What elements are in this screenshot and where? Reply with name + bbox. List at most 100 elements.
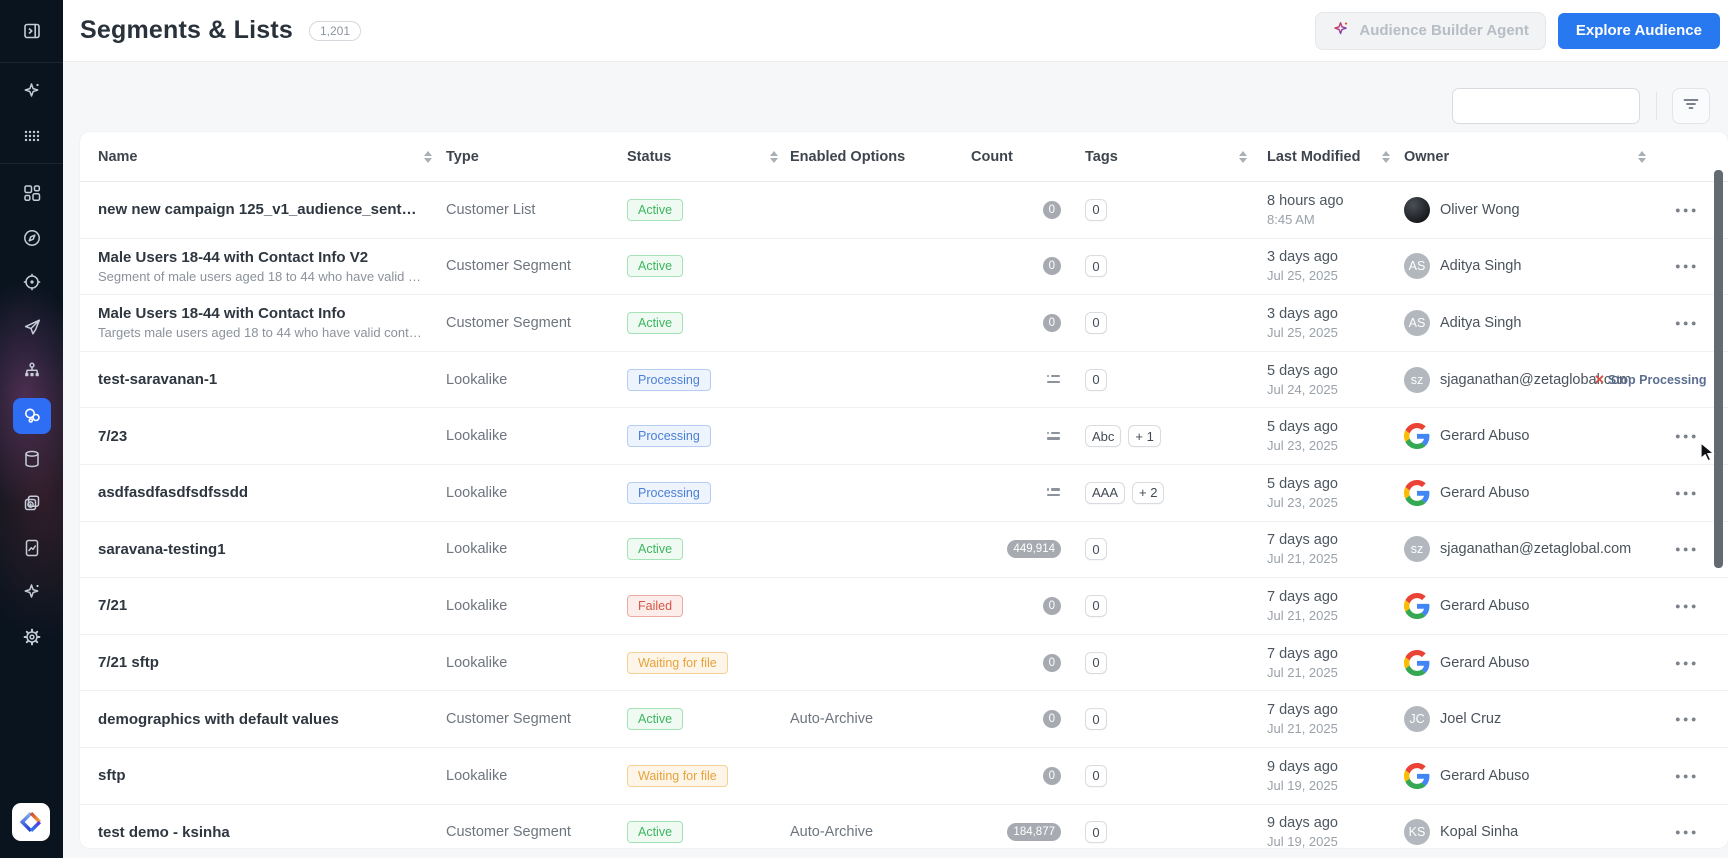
explore-audience-button[interactable]: Explore Audience bbox=[1557, 12, 1720, 49]
row-menu-button[interactable]: ●●● bbox=[1675, 600, 1699, 611]
total-count-badge: 1,201 bbox=[308, 20, 362, 41]
table-row[interactable]: 7/21 sftp Lookalike Waiting for file 0 0… bbox=[80, 635, 1728, 692]
sidebar-item-apps[interactable] bbox=[13, 118, 51, 154]
tags-cell: 0 bbox=[1061, 651, 1251, 674]
segment-name[interactable]: 7/21 sftp bbox=[98, 654, 159, 672]
sidebar-item-dashboard[interactable] bbox=[13, 175, 51, 211]
row-menu-button[interactable]: ●●● bbox=[1675, 261, 1699, 272]
segment-name[interactable]: demographics with default values bbox=[98, 710, 339, 728]
row-menu-button[interactable]: ●●● bbox=[1675, 431, 1699, 442]
table-row[interactable]: 7/21 Lookalike Failed 0 0 7 days ago Jul… bbox=[80, 578, 1728, 635]
segment-name[interactable]: Male Users 18-44 with Contact Info V2 bbox=[98, 248, 369, 266]
segment-name[interactable]: asdfasdfasdfsdfssdd bbox=[98, 484, 249, 502]
table-row[interactable]: new new campaign 125_v1_audience_sent_..… bbox=[80, 182, 1728, 239]
table-row[interactable]: Male Users 18-44 with Contact Info Targe… bbox=[80, 295, 1728, 352]
sidebar-toggle-button[interactable] bbox=[13, 13, 51, 49]
tag-chip: 0 bbox=[1085, 708, 1107, 731]
table-row[interactable]: sftp Lookalike Waiting for file 0 0 9 da… bbox=[80, 748, 1728, 805]
tags-cell: AAA + 2 bbox=[1061, 481, 1251, 504]
segment-name[interactable]: 7/21 bbox=[98, 597, 128, 615]
table-row[interactable]: test demo - ksinha Customer Segment Acti… bbox=[80, 805, 1728, 848]
sidebar-item-settings[interactable] bbox=[13, 619, 51, 655]
sidebar-item-data[interactable] bbox=[13, 441, 51, 477]
sidebar-item-campaigns[interactable] bbox=[13, 309, 51, 345]
modified-date: Jul 19, 2025 bbox=[1267, 834, 1338, 848]
column-header-status[interactable]: Status bbox=[627, 132, 790, 181]
status-badge: Processing bbox=[627, 481, 711, 504]
owner-avatar-initials: sz bbox=[1404, 536, 1430, 563]
segment-name[interactable]: 7/23 bbox=[98, 427, 128, 445]
search-box bbox=[1452, 88, 1640, 124]
segment-description: Targets male users aged 18 to 44 who hav… bbox=[98, 325, 444, 341]
row-menu-button[interactable]: ●●● bbox=[1675, 827, 1699, 838]
segment-name[interactable]: saravana-testing1 bbox=[98, 540, 226, 558]
modified-date: Jul 23, 2025 bbox=[1267, 438, 1338, 454]
owner-name: Gerard Abuso bbox=[1440, 654, 1530, 671]
segment-name[interactable]: sftp bbox=[98, 767, 126, 785]
sort-icon[interactable] bbox=[424, 150, 432, 163]
stop-processing-action[interactable]: ✕ Stop Processing bbox=[1594, 372, 1707, 388]
row-menu-button[interactable]: ●●● bbox=[1675, 204, 1699, 215]
row-menu-button[interactable]: ●●● bbox=[1675, 487, 1699, 498]
segment-name[interactable]: Male Users 18-44 with Contact Info bbox=[98, 305, 346, 323]
sort-icon[interactable] bbox=[1638, 150, 1646, 163]
owner-name: Gerard Abuso bbox=[1440, 428, 1530, 445]
toolbar-divider bbox=[1656, 92, 1657, 120]
filter-button[interactable] bbox=[1672, 88, 1710, 124]
status-badge: Active bbox=[627, 708, 684, 731]
sort-icon[interactable] bbox=[1239, 150, 1247, 163]
row-menu-button[interactable]: ●●● bbox=[1675, 317, 1699, 328]
sidebar-item-explore[interactable] bbox=[13, 220, 51, 256]
segment-name[interactable]: test-saravanan-1 bbox=[98, 371, 218, 389]
audience-builder-agent-button[interactable]: Audience Builder Agent bbox=[1315, 11, 1546, 50]
search-input[interactable] bbox=[1453, 89, 1639, 123]
segment-type: Customer Segment bbox=[446, 711, 571, 728]
table-row[interactable]: demographics with default values Custome… bbox=[80, 691, 1728, 748]
modified-relative: 3 days ago bbox=[1267, 305, 1338, 322]
apps-grid-icon bbox=[22, 126, 42, 146]
zeta-logo[interactable] bbox=[12, 803, 50, 841]
owner-name: Oliver Wong bbox=[1440, 201, 1520, 218]
sidebar-item-ai-tools[interactable] bbox=[13, 574, 51, 610]
tags-cell: 0 bbox=[1061, 368, 1251, 391]
segment-name[interactable]: new new campaign 125_v1_audience_sent_..… bbox=[98, 201, 423, 219]
column-header-modified[interactable]: Last Modified bbox=[1251, 132, 1396, 181]
row-menu-button[interactable]: ●●● bbox=[1675, 657, 1699, 668]
sidebar-item-journeys[interactable] bbox=[13, 353, 51, 389]
table-row[interactable]: test-saravanan-1 Lookalike Processing 0 … bbox=[80, 352, 1728, 409]
table-row[interactable]: saravana-testing1 Lookalike Active 449,9… bbox=[80, 522, 1728, 579]
sidebar-item-history[interactable] bbox=[13, 485, 51, 521]
tags-cell: 0 bbox=[1061, 594, 1251, 617]
table-row[interactable]: asdfasdfasdfsdfssdd Lookalike Processing… bbox=[80, 465, 1728, 522]
modified-date: Jul 25, 2025 bbox=[1267, 324, 1338, 340]
segment-type: Customer Segment bbox=[446, 258, 571, 275]
tag-chip: 0 bbox=[1085, 255, 1107, 278]
status-badge: Waiting for file bbox=[627, 764, 728, 787]
vertical-scrollbar-thumb[interactable] bbox=[1714, 170, 1723, 568]
column-label: Tags bbox=[1085, 148, 1118, 165]
row-menu-button[interactable]: ●●● bbox=[1675, 544, 1699, 555]
table-row[interactable]: 7/23 Lookalike Processing Abc + 1 5 days … bbox=[80, 408, 1728, 465]
row-menu-button[interactable]: ●●● bbox=[1675, 770, 1699, 781]
segment-name[interactable]: test demo - ksinha bbox=[98, 823, 230, 841]
sort-icon[interactable] bbox=[1382, 150, 1390, 163]
table-row[interactable]: Male Users 18-44 with Contact Info V2 Se… bbox=[80, 239, 1728, 296]
compass-icon bbox=[22, 228, 42, 248]
column-label: Enabled Options bbox=[790, 148, 906, 165]
column-header-owner[interactable]: Owner bbox=[1396, 132, 1646, 181]
sidebar-item-ai-assistant[interactable] bbox=[13, 73, 51, 109]
report-icon bbox=[22, 538, 42, 558]
column-header-tags[interactable]: Tags bbox=[1061, 132, 1251, 181]
sidebar-item-targeting[interactable] bbox=[13, 264, 51, 300]
sort-icon[interactable] bbox=[770, 150, 778, 163]
enabled-options: Auto-Archive bbox=[790, 711, 874, 728]
segment-type: Customer Segment bbox=[446, 314, 571, 331]
column-header-name[interactable]: Name bbox=[98, 132, 446, 181]
segment-type: Lookalike bbox=[446, 371, 508, 388]
row-menu-button[interactable]: ●●● bbox=[1675, 714, 1699, 725]
agent-button-label: Audience Builder Agent bbox=[1359, 22, 1529, 39]
segment-type: Customer Segment bbox=[446, 824, 571, 841]
status-badge: Active bbox=[627, 255, 684, 278]
sidebar-item-reports[interactable] bbox=[13, 530, 51, 566]
sidebar-item-segments[interactable] bbox=[13, 398, 51, 434]
